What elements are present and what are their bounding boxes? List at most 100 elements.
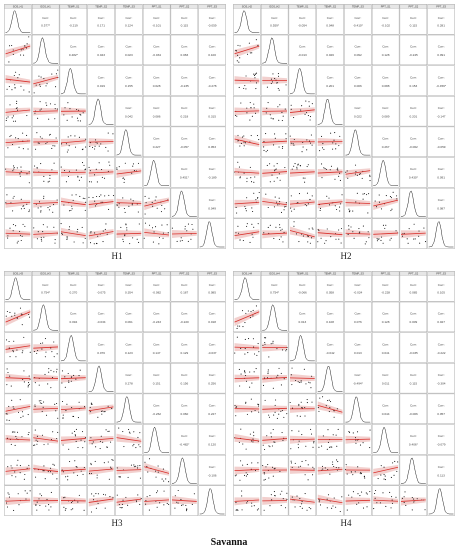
data-point	[319, 504, 322, 506]
corr-label: Corr:	[327, 283, 334, 287]
data-point	[20, 313, 22, 315]
variable-name: SOS_H2	[242, 4, 253, 8]
data-point	[54, 242, 56, 244]
cell	[260, 393, 289, 424]
data-point	[405, 504, 407, 507]
data-point	[79, 195, 81, 198]
data-point	[64, 496, 66, 498]
data-point	[132, 445, 134, 447]
cell: Corr:-0.013	[288, 34, 317, 66]
corr-value: 0.011	[382, 381, 390, 385]
cell: Corr:0.128	[371, 34, 400, 66]
data-point	[52, 431, 54, 433]
data-point	[317, 406, 319, 409]
corr-label: Corr:	[382, 16, 389, 20]
corr-value: 0.086	[153, 114, 161, 118]
data-point	[36, 352, 38, 354]
data-point	[246, 181, 248, 183]
data-point	[104, 507, 106, 509]
data-point	[45, 505, 47, 507]
data-point	[321, 445, 323, 447]
corr-label: Corr:	[410, 342, 417, 346]
data-point	[306, 139, 308, 141]
confidence-band	[33, 433, 58, 444]
data-point	[234, 352, 236, 354]
data-point	[377, 238, 379, 240]
data-point	[266, 86, 268, 88]
data-point	[282, 498, 284, 500]
data-point	[294, 462, 296, 464]
cell-frame	[115, 363, 143, 394]
cell: Corr:0.256	[198, 363, 226, 394]
data-point	[311, 144, 313, 146]
cell-frame	[371, 65, 400, 96]
cell-frame	[371, 126, 400, 157]
data-point	[277, 87, 279, 90]
data-point	[247, 352, 249, 354]
fit-line	[373, 232, 399, 235]
data-point	[118, 203, 120, 205]
data-point	[289, 135, 291, 137]
data-point	[98, 195, 100, 198]
cell: Corr:0.091	[427, 157, 455, 188]
data-point	[359, 473, 361, 475]
data-point	[266, 377, 269, 379]
variable-name: PPT_S2	[409, 4, 419, 8]
strip-header	[142, 271, 171, 276]
cell	[260, 187, 289, 219]
confidence-band	[144, 462, 169, 476]
data-point	[329, 400, 332, 403]
data-point	[311, 375, 313, 377]
cell	[344, 157, 372, 188]
data-point	[252, 309, 254, 312]
data-point	[272, 387, 274, 389]
data-point	[301, 105, 303, 107]
cell	[59, 218, 88, 249]
data-point	[17, 109, 19, 111]
cell-frame	[170, 454, 199, 486]
data-point	[130, 464, 132, 466]
data-point	[139, 477, 141, 479]
strip-header	[371, 271, 400, 276]
strip-header	[233, 4, 261, 9]
data-point	[111, 407, 113, 409]
data-point	[326, 228, 328, 230]
data-point	[285, 202, 287, 204]
corr-value: -0.037	[208, 351, 217, 355]
data-point	[35, 476, 37, 478]
data-point	[249, 102, 251, 104]
data-point	[162, 232, 164, 234]
data-point	[244, 370, 246, 372]
confidence-band	[373, 230, 398, 239]
data-point	[62, 444, 64, 446]
data-point	[413, 501, 415, 503]
cell	[4, 126, 32, 157]
data-point	[289, 401, 291, 404]
data-point	[246, 463, 248, 466]
data-point	[298, 241, 300, 243]
corr-label: Corr:	[209, 465, 216, 469]
cell-frame	[31, 4, 60, 35]
corr-value: 0.026	[326, 53, 334, 57]
data-point	[104, 195, 106, 197]
data-point	[305, 445, 307, 447]
data-point	[171, 227, 173, 229]
data-point	[28, 382, 30, 384]
strip-header	[115, 4, 143, 9]
data-point	[90, 464, 92, 466]
data-point	[23, 370, 25, 372]
data-point	[290, 448, 292, 450]
data-point	[281, 228, 283, 230]
data-point	[237, 134, 239, 136]
data-point	[81, 162, 84, 164]
data-point	[54, 103, 56, 105]
data-point	[325, 240, 327, 242]
data-point	[28, 211, 30, 213]
data-point	[312, 228, 314, 230]
data-point	[275, 226, 277, 228]
data-point	[11, 89, 13, 91]
data-point	[148, 509, 150, 511]
confidence-band	[116, 496, 142, 507]
